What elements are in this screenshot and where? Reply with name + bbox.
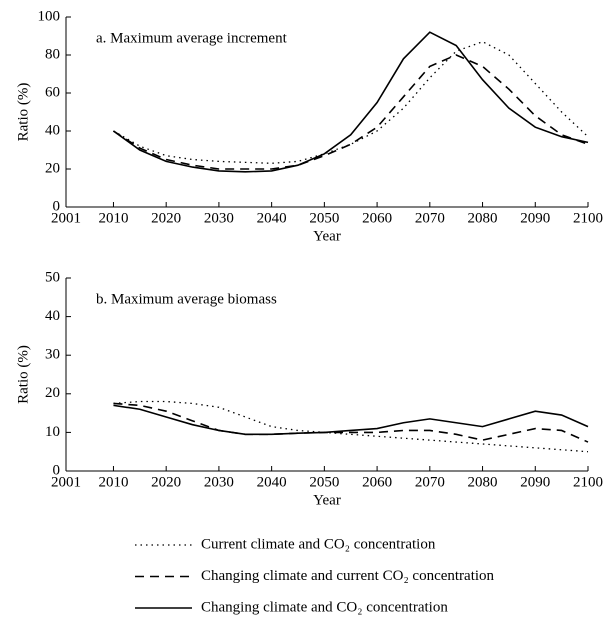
y-tick-label: 10 — [45, 424, 60, 440]
x-tick-label: 2070 — [415, 474, 445, 490]
panel-title: a. Maximum average increment — [96, 30, 288, 46]
legend-label: Current climate and CO₂ concentration — [201, 536, 436, 552]
y-axis-label: Ratio (%) — [15, 345, 31, 404]
x-tick-label: 2060 — [362, 474, 392, 490]
y-tick-label: 80 — [45, 46, 60, 62]
x-axis-label: Year — [313, 492, 341, 508]
x-tick-label: 2010 — [98, 474, 128, 490]
y-tick-label: 60 — [45, 84, 60, 100]
x-tick-label: 2040 — [257, 210, 287, 226]
x-tick-label: 2001 — [51, 210, 81, 226]
y-tick-label: 50 — [45, 269, 60, 285]
series-line — [113, 400, 589, 453]
x-axis-label: Year — [313, 228, 341, 244]
series-line — [113, 404, 589, 436]
x-tick-label: 2030 — [204, 474, 234, 490]
x-tick-label: 2020 — [151, 474, 181, 490]
x-tick-label: 2050 — [309, 210, 339, 226]
series-line — [113, 402, 589, 443]
x-tick-label: 2070 — [415, 210, 445, 226]
y-tick-label: 100 — [38, 8, 61, 24]
y-tick-label: 40 — [45, 122, 60, 138]
x-tick-label: 2050 — [309, 474, 339, 490]
x-tick-label: 2030 — [204, 210, 234, 226]
x-tick-label: 2090 — [520, 474, 550, 490]
x-tick-label: 2040 — [257, 474, 287, 490]
x-tick-label: 2020 — [151, 210, 181, 226]
panel-title: b. Maximum average biomass — [96, 291, 277, 307]
series-line — [113, 54, 589, 170]
x-tick-label: 2060 — [362, 210, 392, 226]
legend-label: Changing climate and current CO₂ concent… — [201, 568, 495, 584]
y-tick-label: 0 — [53, 462, 61, 478]
x-tick-label: 2010 — [98, 210, 128, 226]
y-tick-label: 20 — [45, 160, 60, 176]
y-tick-label: 40 — [45, 308, 60, 324]
x-tick-label: 2080 — [468, 474, 498, 490]
x-tick-label: 2001 — [51, 474, 81, 490]
x-tick-label: 2100 — [573, 210, 603, 226]
x-tick-label: 2090 — [520, 210, 550, 226]
legend-label: Changing climate and CO₂ concentration — [201, 599, 448, 615]
x-tick-label: 2100 — [573, 474, 603, 490]
y-tick-label: 0 — [53, 198, 61, 214]
series-line — [113, 40, 589, 164]
y-tick-label: 20 — [45, 385, 60, 401]
series-line — [112, 31, 589, 173]
y-axis-label: Ratio (%) — [15, 83, 31, 142]
x-tick-label: 2080 — [468, 210, 498, 226]
y-tick-label: 30 — [45, 347, 60, 363]
